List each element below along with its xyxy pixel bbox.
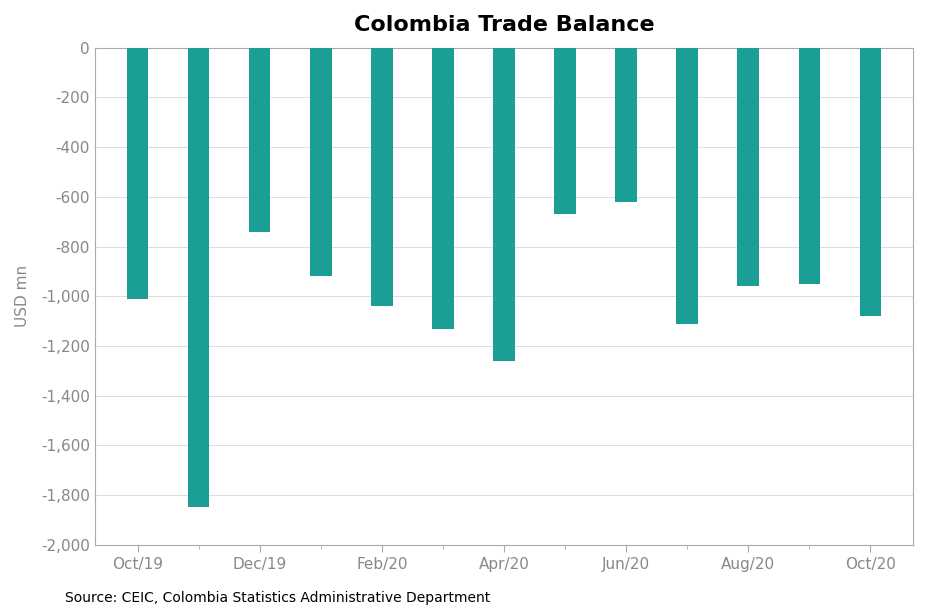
Bar xyxy=(127,48,148,299)
Bar xyxy=(432,48,453,329)
Bar xyxy=(797,48,819,284)
Bar xyxy=(676,48,697,324)
Bar xyxy=(310,48,331,276)
Bar xyxy=(858,48,880,316)
Bar xyxy=(615,48,636,202)
Y-axis label: USD mn: USD mn xyxy=(15,265,30,327)
Bar xyxy=(371,48,392,306)
Text: Source: CEIC, Colombia Statistics Administrative Department: Source: CEIC, Colombia Statistics Admini… xyxy=(65,591,489,605)
Bar xyxy=(188,48,210,508)
Bar xyxy=(553,48,575,214)
Bar xyxy=(493,48,514,361)
Bar xyxy=(737,48,758,287)
Bar xyxy=(248,48,270,232)
Title: Colombia Trade Balance: Colombia Trade Balance xyxy=(353,15,654,35)
